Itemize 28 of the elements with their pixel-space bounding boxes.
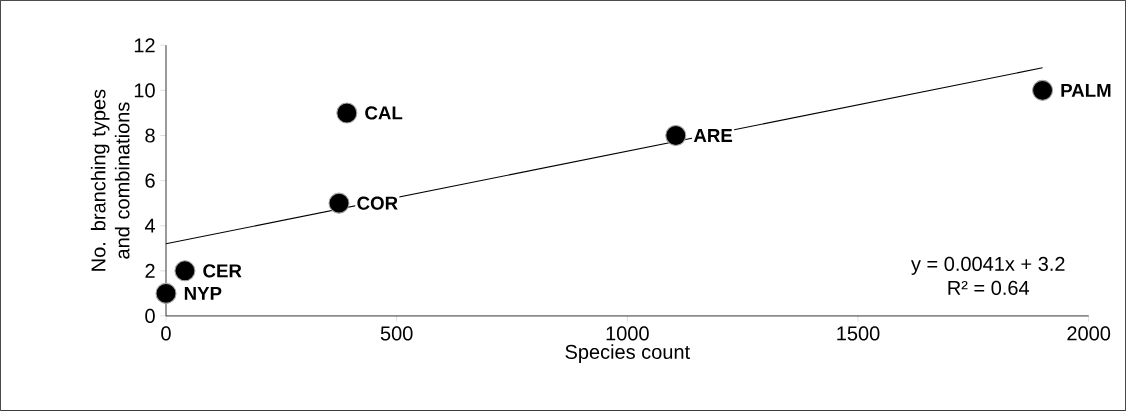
annotation: CAL (365, 106, 403, 120)
x-tick-label: 0 (161, 326, 171, 341)
y-tick-label: 10 (134, 83, 155, 98)
annotation: R² = 0.64 (948, 280, 1030, 296)
point (1032, 79, 1054, 101)
y-axis-title: No. branching types and combinations (90, 89, 130, 271)
y-tick-label: 12 (134, 38, 155, 53)
point (328, 192, 350, 214)
annotation: COR (357, 196, 398, 210)
x-tick-label: 500 (380, 326, 413, 341)
point (174, 260, 196, 282)
annotation: CER (203, 264, 242, 278)
annotation: PALM (1061, 83, 1111, 97)
y-tick-label: 6 (145, 173, 155, 188)
y-tick-label: 2 (145, 263, 155, 278)
y-tick-label: 0 (145, 308, 155, 324)
x-tick-label: 2000 (1067, 326, 1111, 341)
x-axis-title: Species count (565, 344, 690, 363)
annotation: ARE (693, 129, 733, 142)
annotation: NYP (184, 286, 222, 300)
x-tick-label: 1000 (606, 326, 649, 341)
point (155, 282, 177, 304)
annotation: y = 0.0041x + 3.2 (910, 256, 1065, 275)
point (665, 124, 687, 147)
y-tick-label: 4 (144, 218, 156, 233)
point (336, 102, 358, 124)
y-tick-label: 8 (145, 128, 155, 143)
x-tick-label: 1500 (837, 326, 880, 341)
